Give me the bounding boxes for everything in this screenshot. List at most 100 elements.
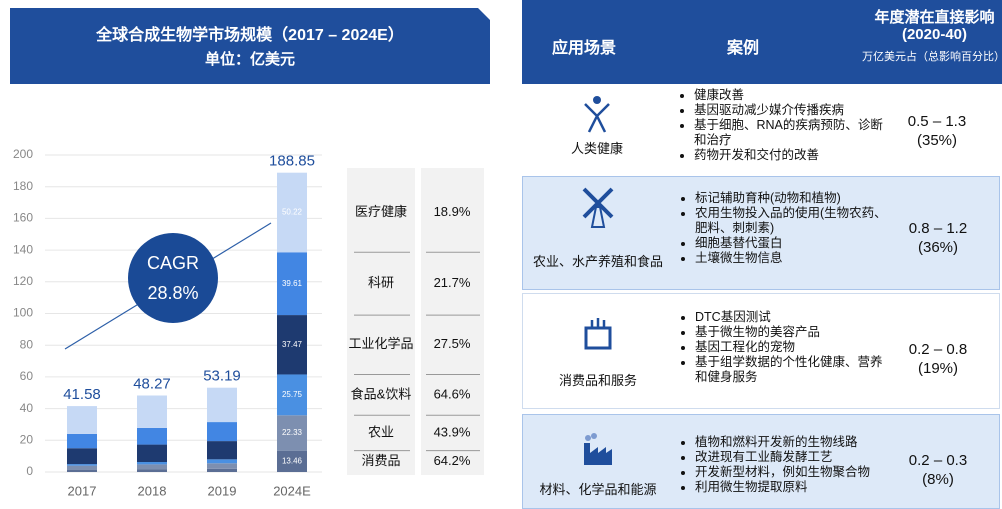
chart: 全球合成生物学市场规模（2017 – 2024E） 单位：亿美元 0 20 40 60… (10, 8, 490, 498)
impact: 0.8 – 1.2 (36%) (875, 219, 1001, 257)
bar-segment (277, 172, 307, 253)
bar-segment (137, 444, 167, 463)
y-tick-label: 40 (20, 401, 34, 415)
legend-label: 农业 (368, 424, 394, 439)
y-tick-label: 100 (13, 306, 33, 320)
case: 基于微生物的美容产品 (695, 325, 890, 340)
total-label: 48.27 (133, 375, 171, 392)
cagr-label: 27.5% (434, 336, 471, 351)
bar-segment (277, 415, 307, 451)
cases: 标记辅助育种(动物和植物) 农用生物投入品的使用(生物农药、肥料、刺刺素) 细胞… (673, 191, 890, 266)
bar-segment (277, 252, 307, 316)
x-tick-label: 2024E (273, 483, 311, 498)
segment-label: 39.61 (282, 279, 303, 288)
y-tick-label: 0 (26, 464, 33, 478)
legend-label: 医疗健康 (355, 204, 407, 219)
scene: 材料、化学品和能源 (539, 482, 657, 497)
bar-segment (137, 395, 167, 428)
case: 药物开发和交付的改善 (694, 148, 889, 163)
share: (36%) (917, 239, 958, 256)
case: 植物和燃料开发新的生物线路 (695, 435, 890, 450)
title-banner (10, 8, 490, 84)
chart-subtitle: 单位：亿美元 (205, 50, 295, 68)
case: 土壤微生物信息 (695, 251, 890, 266)
chart-title: 全球合成生物学市场规模（2017 – 2024E） (95, 25, 404, 44)
impact: 0.2 – 0.8 (19%) (875, 340, 1001, 378)
y-tick-label: 200 (13, 147, 33, 161)
legend-label: 科研 (368, 275, 394, 290)
y-tick-label: 180 (13, 179, 33, 193)
scene: 农业、水产养殖和食品 (532, 254, 663, 269)
y-tick-label: 80 (20, 337, 34, 351)
cases: DTC基因测试 基于微生物的美容产品 基因工程化的宠物 基于组学数据的个性化健康… (673, 310, 890, 385)
range: 0.2 – 0.3 (908, 452, 968, 469)
factory-icon (584, 433, 612, 465)
segment-label: 37.47 (282, 340, 303, 349)
header-impact: 年度潜在直接影响 (874, 9, 995, 26)
range: 0.5 – 1.3 (907, 113, 967, 130)
bar-segment (137, 464, 167, 470)
bar-segment (207, 459, 237, 464)
bar-segment (67, 469, 97, 472)
share: (35%) (916, 132, 957, 149)
header-period: (2020-40) (901, 26, 968, 43)
bar-segment (137, 427, 167, 445)
bar-segment (67, 406, 97, 434)
legend-column (347, 168, 415, 475)
case: 细胞基替代蛋白 (695, 236, 890, 251)
cagr-label: 43.9% (434, 424, 471, 439)
bar-segment (207, 463, 237, 469)
bar-segment (207, 468, 237, 472)
bar-segment (67, 465, 97, 470)
table-header: 应用场景 案例 年度潜在直接影响 (2020-40) 万亿美元占（总影响百分比） (522, 0, 1002, 84)
cagr-label: 21.7% (434, 275, 471, 290)
header-unit: 万亿美元占（总影响百分比） (862, 51, 1002, 63)
case: 标记辅助育种(动物和植物) (695, 191, 890, 206)
total-label: 53.19 (203, 368, 241, 385)
cagr-label: 64.6% (434, 386, 471, 401)
cagr-column (421, 168, 484, 475)
segment-label: 25.75 (282, 390, 303, 399)
bar-segment (277, 450, 307, 472)
bar-segment (67, 433, 97, 449)
legend-label: 工业化学品 (348, 336, 413, 351)
table-row: 材料、化学品和能源 植物和燃料开发新的生物线路 改进现有工业酶发酵工艺 开发新型… (522, 414, 1000, 509)
cases: 植物和燃料开发新的生物线路 改进现有工业酶发酵工艺 开发新型材料，例如生物聚合物… (673, 435, 890, 495)
scene: 消费品和服务 (558, 373, 637, 388)
y-tick-label: 60 (20, 369, 34, 383)
case: 基因驱动减少媒介传播疾病 (694, 103, 889, 118)
bar-segment (277, 374, 307, 416)
total-label: 188.85 (269, 153, 315, 170)
x-tick-label: 2017 (68, 483, 97, 498)
share: (19%) (917, 360, 958, 377)
cases: 健康改善 基因驱动减少媒介传播疾病 基于细胞、RNA的疾病预防、诊断和治疗 药物… (672, 88, 889, 163)
segment-label: 13.46 (282, 456, 303, 465)
bar-segment (137, 469, 167, 472)
table-row: 消费品和服务 DTC基因测试 基于微生物的美容产品 基因工程化的宠物 基于组学数… (522, 293, 1000, 409)
impact: 0.5 – 1.3 (35%) (874, 112, 1000, 150)
y-tick-label: 120 (13, 274, 33, 288)
header-cases: 案例 (727, 40, 760, 57)
impact: 0.2 – 0.3 (8%) (875, 451, 1001, 489)
total-label: 41.58 (63, 386, 101, 403)
case: 改进现有工业酶发酵工艺 (695, 450, 890, 465)
case: DTC基因测试 (695, 310, 890, 325)
cagr-value: 28.8% (147, 283, 198, 303)
case: 开发新型材料，例如生物聚合物 (695, 465, 890, 480)
legend-label: 食品&饮料 (351, 386, 412, 401)
table-row: 农业、水产养殖和食品 标记辅助育种(动物和植物) 农用生物投入品的使用(生物农药… (522, 176, 1000, 290)
cagr-label: 64.2% (434, 453, 471, 468)
y-tick-label: 160 (13, 211, 33, 225)
cagr-badge (128, 233, 218, 323)
health-icon (584, 96, 610, 133)
x-tick-label: 2018 (138, 483, 167, 498)
case: 基于组学数据的个性化健康、营养和健身服务 (695, 355, 890, 385)
range: 0.8 – 1.2 (908, 220, 968, 237)
bar-segment (207, 441, 237, 460)
case: 健康改善 (694, 88, 889, 103)
segment-label: 22.33 (282, 428, 303, 437)
case: 农用生物投入品的使用(生物农药、肥料、刺刺素) (695, 206, 890, 236)
bar-segment (207, 387, 237, 423)
case: 基于细胞、RNA的疾病预防、诊断和治疗 (694, 118, 889, 148)
